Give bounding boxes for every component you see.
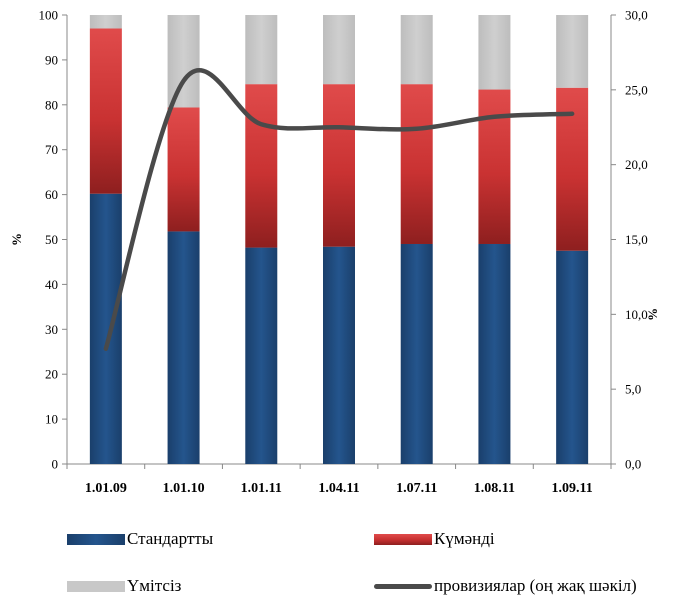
x-category-label: 1.04.11 xyxy=(318,481,359,496)
left-tick-label: 60 xyxy=(45,187,58,202)
bar-segment-hopeless xyxy=(245,15,278,85)
left-tick-label: 90 xyxy=(45,52,58,67)
bar-segment-doubtful xyxy=(89,28,122,194)
right-tick-label: 20,0 xyxy=(625,157,648,172)
bar-segment-hopeless xyxy=(323,15,355,85)
x-category-label: 1.01.11 xyxy=(241,481,282,496)
left-tick-label: 0 xyxy=(52,457,59,472)
right-tick-label: 0,0 xyxy=(625,457,641,472)
bar-segment-doubtful xyxy=(400,84,433,244)
left-tick-label: 80 xyxy=(45,97,58,112)
bar-segment-standard xyxy=(400,243,433,464)
bar-segment-hopeless xyxy=(556,15,589,88)
bar-segment-standard xyxy=(245,247,278,464)
right-axis-title: % xyxy=(645,308,660,321)
left-tick-label: 10 xyxy=(45,412,58,427)
bar-segment-hopeless xyxy=(167,15,200,108)
bar-segment-hopeless xyxy=(478,15,511,90)
bar-segment-doubtful xyxy=(245,84,278,248)
right-tick-label: 10,0 xyxy=(625,307,648,322)
x-category-label: 1.01.09 xyxy=(85,481,127,496)
bar-segment-standard xyxy=(556,250,589,464)
left-tick-label: 30 xyxy=(45,322,58,337)
right-tick-label: 25,0 xyxy=(625,82,648,97)
left-tick-label: 20 xyxy=(45,367,58,382)
x-category-label: 1.08.11 xyxy=(474,481,515,496)
bar-segment-doubtful xyxy=(323,84,355,247)
bar-segment-hopeless xyxy=(89,15,122,29)
left-axis-title: % xyxy=(9,233,24,246)
bar-segment-standard xyxy=(89,193,122,464)
right-tick-label: 30,0 xyxy=(625,8,648,23)
bar-segment-hopeless xyxy=(400,15,433,85)
bar-segment-standard xyxy=(478,243,511,464)
left-tick-label: 40 xyxy=(45,277,58,292)
bar-segment-doubtful xyxy=(478,89,511,244)
provisions-line xyxy=(103,68,575,352)
left-tick-label: 100 xyxy=(39,8,59,23)
right-tick-label: 5,0 xyxy=(625,382,641,397)
right-tick-label: 15,0 xyxy=(625,232,648,247)
x-category-label: 1.09.11 xyxy=(552,481,593,496)
bar-segment-standard xyxy=(323,246,355,464)
x-category-label: 1.01.10 xyxy=(163,481,205,496)
bar-segment-doubtful xyxy=(167,107,200,232)
left-tick-label: 50 xyxy=(45,232,58,247)
x-category-label: 1.07.11 xyxy=(396,481,437,496)
left-tick-label: 70 xyxy=(45,142,58,157)
bar-segment-standard xyxy=(167,231,200,464)
